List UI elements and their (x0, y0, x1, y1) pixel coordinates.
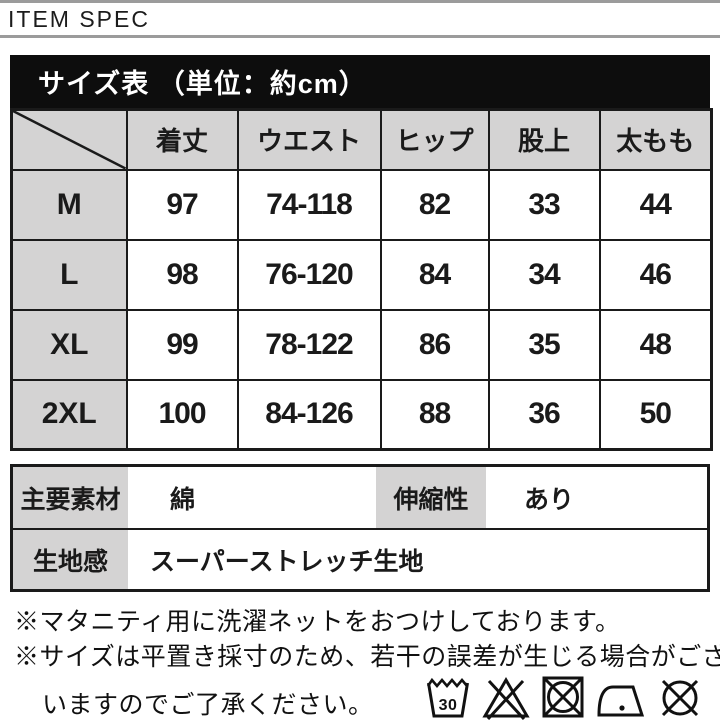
size-label: XL (10, 308, 128, 381)
cell-value: 33 (487, 168, 601, 241)
table-row-2xl: 2XL 100 84-126 88 36 50 (10, 378, 713, 451)
size-label: M (10, 168, 128, 241)
size-table-title-bar: サイズ表 （単位：約cm） (10, 55, 710, 108)
note-last-line: いますのでご了承ください。 30 (14, 674, 706, 722)
cell-value: 86 (379, 308, 490, 381)
cell-value: 36 (487, 378, 601, 451)
svg-text:30: 30 (439, 697, 458, 714)
column-header-waist: ウエスト (236, 108, 382, 171)
cell-value: 76-120 (236, 238, 382, 311)
notes: ※マタニティ用に洗濯ネットをおつけしております。 ※サイズは平置き採寸のため、若… (14, 604, 720, 722)
materials-row-1: 主要素材 綿 伸縮性 あり (13, 467, 707, 528)
table-row-m: M 97 74-118 82 33 44 (10, 168, 713, 241)
iron-low-icon (597, 685, 645, 717)
cell-value: 88 (379, 378, 490, 451)
column-header-rise: 股上 (487, 108, 601, 171)
cell-value: 97 (125, 168, 239, 241)
stretch-value: あり (524, 485, 575, 514)
size-table-title: サイズ表 （単位：約cm） (38, 69, 367, 99)
do-not-bleach-icon (482, 677, 530, 720)
size-label: L (10, 238, 128, 311)
cell-value: 34 (487, 238, 601, 311)
cell-value: 35 (487, 308, 601, 381)
column-header-thigh: 太もも (598, 108, 713, 171)
cell-value: 82 (379, 168, 490, 241)
cell-value: 50 (598, 378, 713, 451)
cell-value: 99 (125, 308, 239, 381)
materials-table: 主要素材 綿 伸縮性 あり 生地感 スーパーストレッチ生地 (10, 464, 710, 592)
table-row-l: L 98 76-120 84 34 46 (10, 238, 713, 311)
cell-value: 98 (125, 238, 239, 311)
cell-value: 46 (598, 238, 713, 311)
do-not-tumble-dry-icon (542, 676, 584, 718)
column-header-hip: ヒップ (379, 108, 490, 171)
size-table: 着丈 ウエスト ヒップ 股上 太もも M 97 74-118 82 33 44 … (10, 108, 713, 451)
fabric-feel-label: 生地感 (13, 530, 128, 589)
cell-value: 100 (125, 378, 239, 451)
materials-row-2: 生地感 スーパーストレッチ生地 (13, 528, 707, 589)
cell-value: 44 (598, 168, 713, 241)
top-divider (0, 0, 720, 3)
note-line-2: ※サイズは平置き採寸のため、若干の誤差が生じる場合がござ (14, 642, 720, 671)
do-not-dry-clean-icon (661, 679, 699, 717)
cell-value: 48 (598, 308, 713, 381)
diagonal-line-icon (13, 111, 126, 169)
table-row-xl: XL 99 78-122 86 35 48 (10, 308, 713, 381)
spec-content: サイズ表 （単位：約cm） 着丈 ウエスト ヒップ 股上 太もも M (10, 55, 720, 722)
material-label: 主要素材 (13, 467, 128, 528)
cell-value: 84 (379, 238, 490, 311)
note-line-1: ※マタニティ用に洗濯ネットをおつけしております。 (14, 607, 621, 636)
cell-value: 78-122 (236, 308, 382, 381)
cell-value: 84-126 (236, 378, 382, 451)
size-label: 2XL (10, 378, 128, 451)
column-header-length: 着丈 (125, 108, 239, 171)
title-divider (0, 35, 720, 38)
note-line-3: いますのでご了承ください。 (42, 690, 374, 719)
fabric-feel-value: スーパーストレッチ生地 (150, 547, 424, 576)
stretch-label: 伸縮性 (376, 467, 486, 528)
page-title: ITEM SPEC (8, 6, 150, 32)
cell-value: 74-118 (236, 168, 382, 241)
material-value: 綿 (170, 485, 196, 514)
care-icons: 30 (424, 674, 706, 722)
wash-30-icon: 30 (426, 677, 469, 718)
corner-cell (10, 108, 128, 171)
size-table-header-row: 着丈 ウエスト ヒップ 股上 太もも (10, 108, 713, 171)
